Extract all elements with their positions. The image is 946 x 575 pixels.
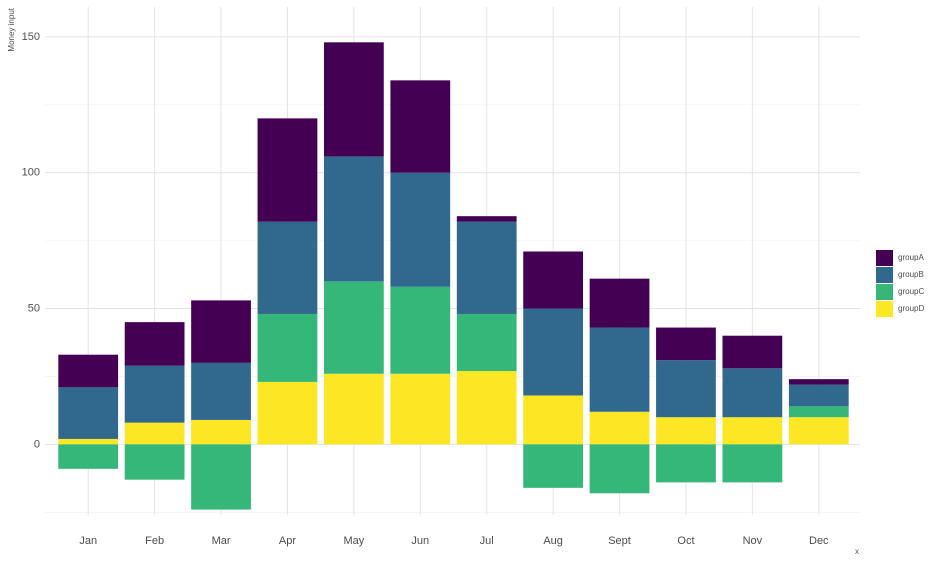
bar-segment	[58, 444, 119, 469]
x-tick-label: Apr	[279, 535, 296, 547]
bar-segment	[456, 371, 517, 445]
bar-segment	[788, 384, 849, 407]
legend-key	[876, 301, 893, 317]
x-tick-label: Oct	[677, 535, 694, 547]
bar-segment	[722, 444, 783, 483]
bar-segment	[257, 381, 318, 445]
bar-segment	[323, 281, 384, 374]
bar-segment	[124, 422, 185, 445]
bar-segment	[323, 373, 384, 445]
x-axis-title: x	[855, 547, 859, 556]
x-tick-label: Feb	[145, 535, 164, 547]
legend-label: groupD	[898, 304, 924, 313]
bar-segment	[456, 221, 517, 314]
bar-segment	[456, 313, 517, 372]
bar-segment	[58, 354, 119, 388]
bar-segment	[523, 251, 584, 309]
bar-segment	[124, 365, 185, 423]
legend-label: groupA	[898, 253, 924, 262]
y-tick-label: 50	[28, 302, 40, 314]
bar-segment	[191, 300, 251, 363]
bar-segment	[390, 373, 451, 445]
bar-segment	[722, 368, 783, 418]
x-tick-label: Jan	[79, 535, 97, 547]
bar-segment	[788, 417, 849, 445]
legend-key	[876, 250, 893, 266]
bar-segment	[589, 411, 650, 445]
legend-label: groupC	[898, 287, 924, 296]
bar-segment	[323, 42, 384, 157]
bar-segment	[257, 118, 318, 222]
x-tick-label: May	[343, 535, 364, 547]
bar-segment	[390, 172, 451, 287]
bar-segment	[257, 313, 318, 382]
bar-segment	[656, 444, 716, 483]
y-tick-label: 0	[34, 438, 40, 450]
bar-segment	[589, 327, 650, 412]
bar-segment	[788, 406, 849, 418]
bar-segment	[191, 444, 251, 510]
bar-segment	[523, 395, 584, 445]
bar-segment	[523, 308, 584, 396]
bar-segment	[788, 379, 849, 385]
bar-segment	[656, 417, 716, 445]
bar-segment	[589, 278, 650, 328]
bar-segment	[722, 335, 783, 369]
y-tick-label: 100	[22, 167, 40, 179]
bar-segment	[722, 417, 783, 445]
bar-segment	[656, 360, 716, 418]
bar-segment	[191, 419, 251, 445]
bar-segment	[390, 80, 451, 173]
legend-label: groupB	[898, 270, 924, 279]
bar-segment	[523, 444, 584, 488]
legend-key	[876, 284, 893, 300]
bar-segment	[58, 438, 119, 445]
x-tick-label: Dec	[809, 535, 829, 547]
x-tick-label: Mar	[212, 535, 231, 547]
legend-key	[876, 267, 893, 283]
bar-segment	[323, 156, 384, 282]
x-tick-label: Jul	[480, 535, 494, 547]
bar-segment	[589, 444, 650, 494]
y-tick-label: 150	[22, 31, 40, 43]
bar-segment	[124, 322, 185, 366]
x-tick-label: Nov	[743, 535, 763, 547]
bar-segment	[456, 216, 517, 222]
bar-segment	[58, 387, 119, 439]
bar-segment	[257, 221, 318, 314]
x-tick-label: Sept	[608, 535, 631, 547]
bar-segment	[656, 327, 716, 361]
bar-segment	[124, 444, 185, 480]
x-tick-label: Aug	[543, 535, 563, 547]
bar-segment	[390, 286, 451, 374]
bar-segment	[191, 362, 251, 420]
x-tick-label: Jun	[411, 535, 429, 547]
y-axis-title: Money input	[7, 7, 16, 51]
